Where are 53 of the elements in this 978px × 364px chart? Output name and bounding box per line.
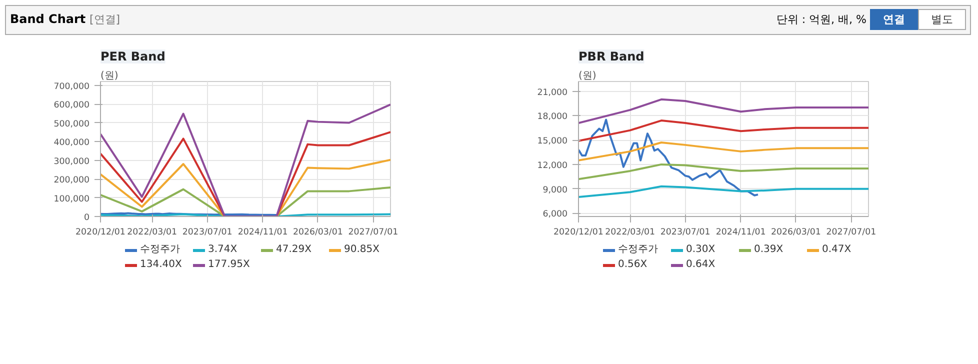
line-series — [578, 141, 868, 162]
x-tick-label: 2022/03/01 — [605, 228, 656, 238]
x-tick-label: 2026/03/01 — [292, 228, 343, 238]
line-series — [578, 120, 868, 142]
y-tick-label: 12,000 — [537, 160, 568, 171]
y-tick-label: 400,000 — [54, 138, 90, 148]
y-tick-label: 18,000 — [537, 112, 568, 122]
legend-label: 47.29X — [276, 243, 312, 258]
x-tick-label: 2027/07/01 — [348, 228, 398, 238]
y-tick-label: 21,000 — [537, 88, 568, 98]
y-tick-label: 700,000 — [54, 82, 90, 92]
legend-label: 3.74X — [208, 243, 238, 258]
x-tick-label: 2023/07/01 — [660, 228, 710, 238]
x-tick-label: 2024/11/01 — [238, 228, 288, 238]
x-tick-label: 2020/12/01 — [76, 228, 126, 238]
legend-label: 0.47X — [822, 243, 852, 258]
legend-label: 수정주가 — [140, 243, 180, 258]
line-series — [578, 163, 868, 180]
legend-label: 0.64X — [686, 258, 716, 272]
chart-title: PER Band — [100, 50, 166, 64]
y-tick-label: 6,000 — [542, 210, 568, 220]
legend-label: 0.30X — [686, 243, 716, 258]
chart-title: PBR Band — [578, 50, 644, 64]
line-series — [578, 118, 759, 196]
y-tick-label: 0 — [84, 213, 90, 223]
y-tick-label: 15,000 — [537, 136, 568, 147]
y-axis-title: (원) — [578, 70, 596, 82]
y-axis-title: (원) — [100, 70, 118, 82]
x-tick-label: 2022/03/01 — [127, 228, 178, 238]
legend-label: 0.56X — [618, 258, 648, 272]
text: 별도 — [918, 9, 966, 30]
y-tick-label: 600,000 — [54, 100, 90, 110]
text: Band Chart — [10, 12, 86, 26]
x-tick-label: 2020/12/01 — [554, 228, 604, 238]
x-tick-label: 2027/07/01 — [826, 228, 876, 238]
legend-label: 90.85X — [344, 243, 380, 258]
x-tick-label: 2023/07/01 — [182, 228, 232, 238]
y-tick-label: 500,000 — [54, 119, 90, 130]
y-tick-label: 300,000 — [54, 156, 90, 167]
text: [연결] — [89, 13, 120, 26]
text: 단위 : 억원, 배, % — [776, 13, 866, 26]
x-tick-label: 2024/11/01 — [716, 228, 766, 238]
y-tick-label: 100,000 — [54, 194, 90, 204]
text: 연결 — [870, 9, 918, 30]
legend-label: 177.95X — [208, 258, 250, 272]
y-tick-label: 200,000 — [54, 176, 90, 186]
y-tick-label: 9,000 — [542, 185, 568, 196]
legend-label: 134.40X — [140, 258, 182, 272]
legend-label: 0.39X — [754, 243, 784, 258]
x-tick-label: 2026/03/01 — [770, 228, 821, 238]
line-series — [578, 98, 868, 124]
line-series — [578, 185, 868, 198]
legend-label: 수정주가 — [618, 243, 658, 258]
